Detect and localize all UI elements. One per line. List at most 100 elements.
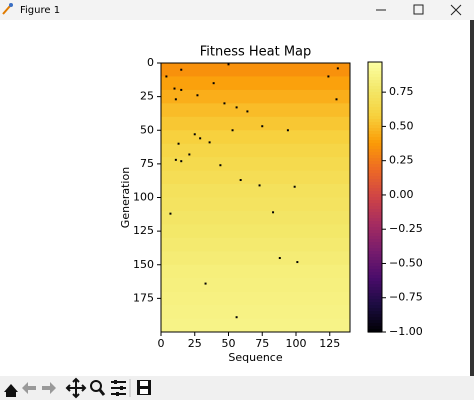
back-button[interactable] [22,382,36,394]
colorbar-strip [368,227,382,231]
y-tick-label: 100 [133,191,154,204]
heat-row [161,170,350,185]
colorbar-strip [368,68,382,72]
heat-cell [180,160,183,163]
colorbar-strip [368,113,382,117]
heat-row [161,224,350,239]
colorbar-strip [368,236,382,240]
colorbar-strip [368,317,382,321]
x-axis-label: Sequence [228,351,282,364]
maximize-button[interactable] [413,4,424,15]
colorbar-strip [368,149,382,153]
heat-cell [231,129,234,132]
heat-row [161,130,350,145]
colorbar-strip [368,200,382,204]
heat-cell [196,94,199,97]
colorbar-strip [368,281,382,285]
colorbar-strip [368,302,382,306]
save-button[interactable] [137,380,151,395]
heat-row [161,305,350,320]
heat-cell [177,142,180,145]
colorbar-strip [368,269,382,273]
colorbar-strip [368,86,382,90]
heat-cell [169,212,172,215]
heat-row [161,157,350,172]
x-tick-label: 50 [222,337,236,350]
colorbar-strip [368,242,382,246]
colorbar-strip [368,107,382,111]
colorbar-strip [368,164,382,168]
colorbar-strip [368,275,382,279]
colorbar-strip [368,314,382,318]
colorbar-strip [368,179,382,183]
colorbar-strip [368,131,382,135]
colorbar-strip [368,266,382,270]
colorbar-strip [368,125,382,129]
heat-cell [208,141,211,144]
colorbar-strip [368,152,382,156]
colorbar-strip [368,197,382,201]
colorbar-strip [368,239,382,243]
colorbar-strip [368,98,382,102]
heat-cell [180,68,183,71]
colorbar-strip [368,182,382,186]
colorbar-strip [368,203,382,207]
heat-row [161,210,350,225]
chart-title: Fitness Heat Map [200,45,312,60]
heat-cell [227,63,230,66]
colorbar-strip [368,260,382,264]
forward-button[interactable] [42,382,56,394]
heat-cell [258,184,261,187]
heat-row [161,197,350,212]
colorbar-strip [368,104,382,108]
colorbar-strip [368,248,382,252]
x-tick-label: 125 [319,337,340,350]
colorbar-strip [368,230,382,234]
window-title: Figure 1 [20,5,60,16]
plot: 0 25 50 75 100 125 0 25 50 75 100 125 150 175 Fitness … [119,45,423,365]
colorbar-tick-label: 0.00 [389,188,414,201]
configure-button[interactable] [111,380,126,396]
colorbar-strip [368,167,382,171]
colorbar-strip [368,158,382,162]
colorbar-strip [368,221,382,225]
colorbar-strip [368,170,382,174]
colorbar-tick-label: 0.50 [389,119,414,132]
heat-row [161,318,350,333]
colorbar-strip [368,116,382,120]
heat-cell [235,316,238,319]
heat-cell [173,87,176,90]
heat-row [161,251,350,266]
heat-row [161,237,350,252]
colorbar-strip [368,161,382,165]
y-tick-label: 0 [147,56,154,69]
heat-cell [261,125,264,128]
colorbar-strip [368,74,382,78]
colorbar-strip [368,71,382,75]
colorbar-strip [368,62,382,66]
heat-cell [204,282,207,285]
colorbar-strip [368,89,382,93]
colorbar-strip [368,173,382,177]
home-button[interactable] [4,384,18,397]
y-tick-label: 125 [133,224,154,237]
heat-cell [246,110,249,113]
heat-cell [193,133,196,136]
heat-row [161,89,350,104]
heat-cell [199,137,202,140]
heat-cell [272,211,275,214]
heat-cell [235,106,238,109]
colorbar-strip [368,122,382,126]
colorbar-strip [368,218,382,222]
heat-cell [174,158,177,161]
colorbar-strip [368,80,382,84]
heat-row [161,63,350,77]
zoom-button[interactable] [90,380,106,396]
heat-cell [188,153,191,156]
close-button[interactable] [450,4,462,16]
colorbar-tick-label: −0.50 [389,256,423,269]
colorbar-strip [368,299,382,303]
y-tick-label: 150 [133,258,154,271]
colorbar-strip [368,326,382,330]
pan-button[interactable] [65,377,87,399]
